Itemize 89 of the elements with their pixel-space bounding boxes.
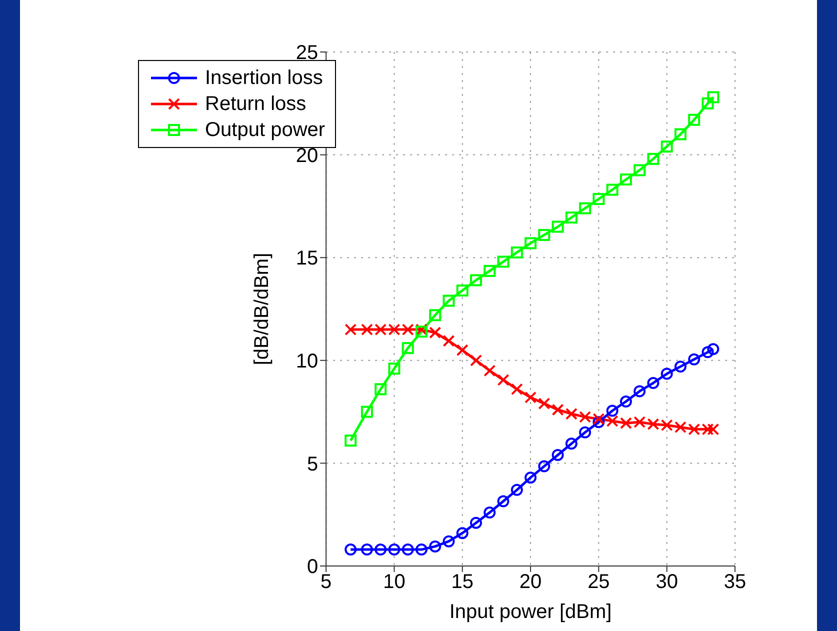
point — [579, 202, 592, 214]
point — [484, 264, 496, 277]
y-axis-title: [dB/dB/dBm] — [251, 252, 274, 366]
point — [688, 353, 700, 366]
y-tick-label: 5 — [306, 453, 318, 476]
point — [442, 294, 455, 307]
point — [565, 408, 578, 420]
point — [660, 368, 673, 380]
point — [497, 495, 510, 508]
point — [442, 535, 455, 548]
point — [429, 326, 442, 339]
point — [470, 274, 482, 286]
y-tick-label: 25 — [296, 42, 318, 64]
point — [707, 423, 720, 436]
point — [538, 228, 550, 241]
point — [647, 152, 660, 165]
legend-label: Output power — [205, 118, 326, 143]
y-tick-label: 0 — [306, 556, 318, 578]
point — [647, 377, 660, 390]
point — [702, 346, 714, 358]
legend-label: Return loss — [205, 92, 306, 117]
point — [510, 383, 523, 396]
point — [538, 398, 550, 410]
point — [510, 246, 523, 258]
point — [688, 114, 700, 126]
point — [606, 404, 618, 417]
point — [344, 544, 357, 556]
x-tick-label: 15 — [451, 571, 474, 594]
point — [674, 360, 686, 373]
y-tick-label: 15 — [296, 248, 318, 270]
y-tick-label: 20 — [296, 144, 318, 167]
point — [360, 406, 373, 418]
point — [674, 128, 686, 140]
point — [592, 193, 605, 206]
point — [524, 391, 537, 404]
point — [702, 97, 714, 110]
x-tick-label: 30 — [656, 571, 678, 594]
point — [707, 343, 720, 356]
point — [374, 383, 387, 396]
point — [388, 544, 400, 556]
x-tick-label: 25 — [588, 571, 610, 594]
point — [374, 544, 387, 556]
point — [360, 544, 373, 556]
point — [470, 516, 482, 529]
point — [510, 484, 523, 496]
point — [707, 91, 720, 104]
x-tick-label: 10 — [383, 571, 406, 594]
point — [565, 438, 578, 450]
point — [634, 164, 646, 176]
point — [402, 342, 414, 354]
legend-label: Insertion loss — [205, 66, 323, 91]
x-tick-label: 35 — [724, 571, 746, 594]
point — [552, 404, 564, 416]
point — [402, 544, 414, 556]
point — [456, 344, 468, 356]
point — [606, 415, 618, 428]
x-tick-label: 20 — [519, 571, 542, 594]
point — [524, 472, 537, 484]
point — [592, 412, 605, 425]
point — [660, 140, 673, 153]
point — [565, 212, 578, 224]
point — [538, 460, 550, 472]
point — [620, 396, 632, 408]
point — [674, 421, 686, 434]
point — [579, 410, 592, 423]
point — [429, 309, 442, 322]
point — [552, 220, 564, 233]
point — [634, 385, 646, 398]
point — [442, 334, 455, 347]
point — [456, 284, 468, 296]
point — [344, 434, 357, 447]
point — [606, 184, 618, 196]
point — [484, 364, 496, 377]
point — [552, 448, 564, 461]
point — [470, 354, 482, 366]
point — [415, 544, 428, 556]
point — [456, 527, 468, 540]
point — [524, 237, 537, 250]
point — [579, 426, 592, 438]
point — [497, 374, 510, 386]
point — [484, 506, 496, 519]
point — [620, 173, 632, 186]
point — [344, 324, 357, 336]
x-axis-title: Input power [dBm] — [449, 601, 612, 623]
point — [429, 540, 442, 552]
point — [388, 362, 400, 375]
point — [592, 416, 605, 428]
y-tick-label: 10 — [296, 350, 318, 372]
point — [497, 256, 510, 268]
